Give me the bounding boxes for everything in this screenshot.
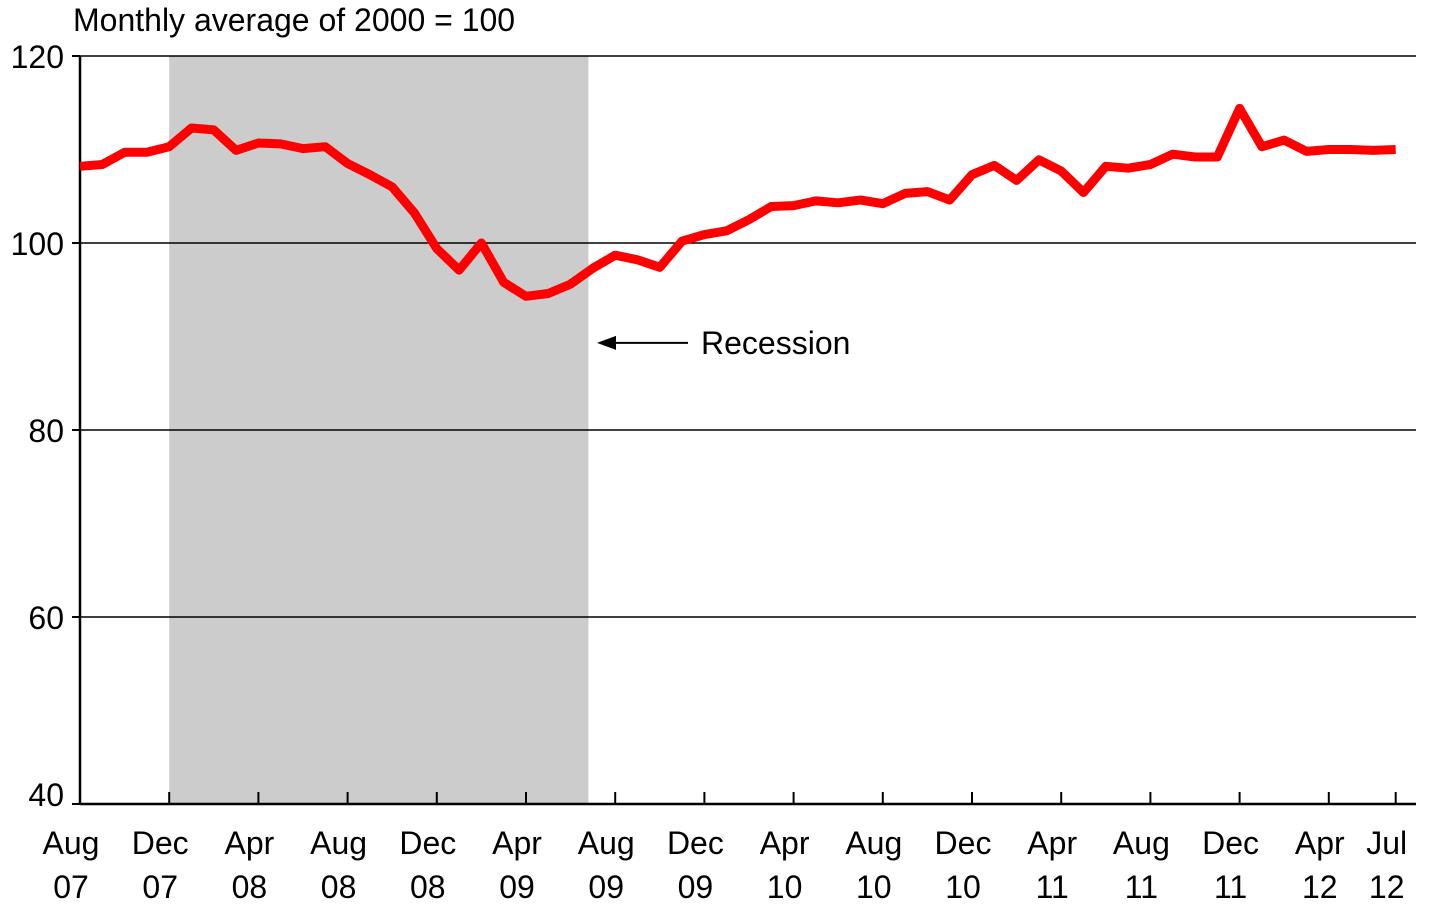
x-tick-label-year: 08 <box>232 869 268 905</box>
y-tick-label: 60 <box>28 600 64 636</box>
label-layer: 40 60 80 100 120 Aug 07 Dec 07 Apr 08 Aug 08 Dec 08 Apr… <box>11 39 1408 905</box>
x-tick-label-year: 12 <box>1369 869 1405 905</box>
x-tick-label: Dec <box>1202 825 1259 861</box>
annotation-layer: Recession <box>597 325 850 361</box>
x-tick-label: Apr <box>1027 825 1077 861</box>
y-tick-label: 100 <box>11 226 64 262</box>
x-tick-label-year: 10 <box>945 869 981 905</box>
x-tick-label-year: 09 <box>499 869 535 905</box>
x-tick-label: Apr <box>760 825 810 861</box>
annotation-label: Recession <box>701 325 850 361</box>
x-tick-label: Apr <box>1295 825 1345 861</box>
axis-layer <box>72 55 1416 806</box>
x-tick-label: Aug <box>1113 825 1170 861</box>
grid-layer <box>80 55 1416 618</box>
x-tick-label-year: 08 <box>321 869 357 905</box>
x-tick-label-year: 10 <box>767 869 803 905</box>
x-tick-label-year: 10 <box>856 869 892 905</box>
x-tick-label-year: 11 <box>1214 869 1247 905</box>
x-tick-label: Aug <box>578 825 635 861</box>
x-tick-label-year: 07 <box>142 869 178 905</box>
x-tick-label-year: 09 <box>678 869 714 905</box>
y-tick-label: 80 <box>28 413 64 449</box>
x-tick-label: Dec <box>132 825 189 861</box>
chart-subtitle: Monthly average of 2000 = 100 <box>73 2 515 38</box>
x-tick-label: Dec <box>667 825 724 861</box>
y-tick-label: 40 <box>28 777 64 813</box>
x-tick-label: Aug <box>310 825 367 861</box>
x-tick-label-year: 08 <box>410 869 446 905</box>
y-tick-label: 120 <box>11 39 64 75</box>
x-tick-label-year: 11 <box>1036 869 1069 905</box>
annotation-arrow-head <box>597 335 616 350</box>
x-tick-label-year: 12 <box>1302 869 1338 905</box>
x-tick-label: Aug <box>43 825 100 861</box>
x-tick-label: Jul <box>1366 825 1407 861</box>
x-tick-label: Aug <box>845 825 902 861</box>
x-tick-label-year: 07 <box>53 869 89 905</box>
x-tick-label: Apr <box>225 825 275 861</box>
series-layer <box>79 103 1396 301</box>
x-tick-label: Dec <box>935 825 992 861</box>
x-tick-label: Apr <box>492 825 542 861</box>
x-tick-label: Dec <box>399 825 456 861</box>
x-tick-label-year: 11 <box>1125 869 1158 905</box>
series-line <box>79 103 1396 301</box>
x-tick-label-year: 09 <box>588 869 624 905</box>
